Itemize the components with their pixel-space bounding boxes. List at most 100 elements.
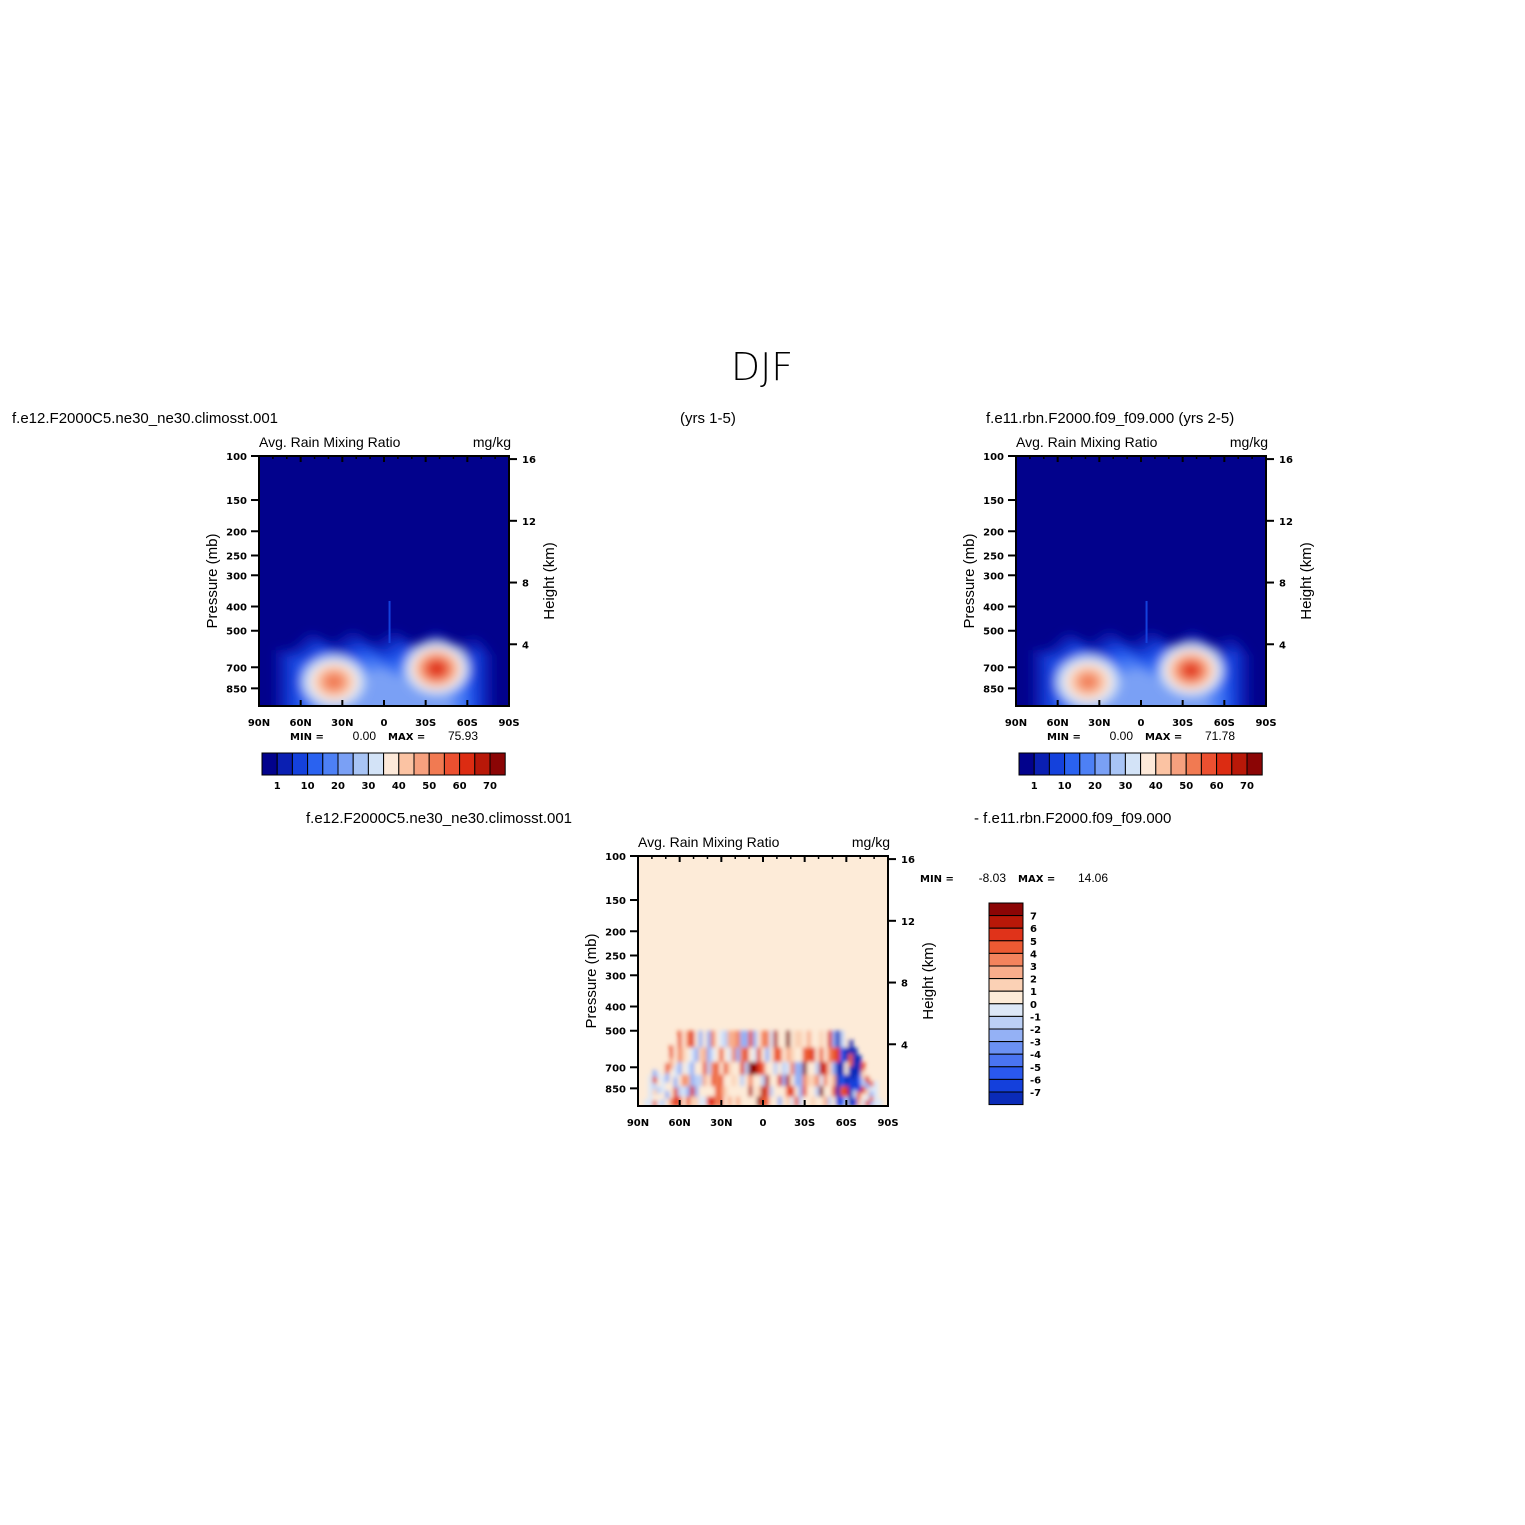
- difference-cell: [706, 1096, 712, 1106]
- difference-cell: [748, 1062, 754, 1076]
- difference-cell: [694, 1047, 699, 1063]
- difference-cell: [719, 1074, 724, 1087]
- control-max-label: MAX =: [1145, 732, 1182, 743]
- difference-cell: [765, 1096, 770, 1106]
- control-xtick-label: 90S: [1255, 718, 1276, 729]
- case-xtick-label: 30N: [331, 718, 353, 729]
- difference-cell: [823, 1062, 829, 1076]
- difference-ytick-label: 150: [605, 896, 626, 907]
- difference-cell: [835, 1086, 841, 1097]
- difference-cell: [648, 1091, 654, 1098]
- difference-cell: [665, 1082, 670, 1092]
- difference-colorbar-label: 3: [1030, 962, 1037, 973]
- case-colorbar-box: [307, 752, 324, 776]
- difference-cell: [869, 1096, 874, 1102]
- difference-cell: [769, 1086, 774, 1097]
- difference-cell: [665, 1073, 670, 1083]
- difference-cell: [815, 1047, 820, 1063]
- difference-cell: [690, 1086, 695, 1097]
- difference-shading: [644, 1030, 883, 1106]
- difference-cell: [669, 1058, 674, 1070]
- case-colorbar-box: [291, 752, 309, 776]
- difference-cell: [723, 1062, 729, 1076]
- case-colorbar-label: 50: [422, 781, 436, 792]
- difference-cell: [723, 1047, 729, 1063]
- case-min-label: MIN =: [290, 732, 324, 743]
- difference-cell: [806, 1030, 812, 1048]
- control-colorbar-box: [1185, 752, 1202, 776]
- difference-cell: [840, 1074, 845, 1087]
- difference-cell: [740, 1074, 745, 1087]
- difference-ytick-label: 250: [605, 951, 626, 962]
- difference-cell: [702, 1062, 708, 1076]
- difference-cell: [756, 1074, 762, 1087]
- difference-colorbar-label: 5: [1030, 937, 1037, 948]
- difference-cell: [740, 1030, 745, 1048]
- difference-cell: [694, 1074, 699, 1087]
- difference-cell: [873, 1094, 879, 1099]
- case-blob-0-level: [324, 673, 344, 690]
- difference-y2tick-label: 8: [901, 979, 908, 990]
- difference-cell: [690, 1047, 695, 1063]
- difference-cell: [656, 1093, 662, 1101]
- difference-cell: [865, 1095, 870, 1102]
- difference-xtick-label: 0: [760, 1118, 767, 1129]
- control-y2label: Height (km): [1298, 542, 1315, 620]
- difference-cell: [677, 1047, 683, 1063]
- difference-cell: [773, 1096, 779, 1106]
- control-ytick-label: 300: [983, 571, 1004, 582]
- difference-cell: [827, 1047, 833, 1063]
- difference-cell: [744, 1096, 749, 1106]
- difference-cell: [685, 1062, 691, 1076]
- difference-cell: [681, 1062, 687, 1076]
- difference-colorbar-box: [988, 1041, 1024, 1055]
- difference-cell: [794, 1086, 799, 1097]
- difference-min-label: MIN =: [920, 874, 954, 885]
- difference-cell: [827, 1074, 833, 1087]
- difference-cell: [744, 1062, 749, 1076]
- control-colorbar-label: 50: [1179, 781, 1193, 792]
- difference-cell: [694, 1096, 699, 1106]
- case-ytick-label: 400: [226, 603, 247, 614]
- control-ytick-label: 500: [983, 627, 1004, 638]
- difference-cell: [856, 1074, 862, 1085]
- difference-cell: [760, 1086, 766, 1097]
- control-colorbar-label: 70: [1240, 781, 1254, 792]
- difference-cell: [735, 1074, 741, 1087]
- difference-cell: [665, 1052, 670, 1064]
- difference-cell: [673, 1038, 679, 1054]
- difference-cell: [698, 1030, 704, 1048]
- case-ytick-label: 100: [226, 452, 247, 463]
- difference-cell: [831, 1096, 837, 1106]
- difference-ylabel: Pressure (mb): [583, 933, 600, 1028]
- case-colorbar-box: [489, 752, 506, 776]
- difference-cell: [748, 1047, 754, 1063]
- difference-cell: [723, 1074, 729, 1087]
- difference-xtick-label: 30N: [710, 1118, 732, 1129]
- difference-colorbar-box: [988, 1053, 1024, 1068]
- difference-cell: [848, 1088, 854, 1098]
- case-colorbar-box: [367, 752, 385, 776]
- difference-cell: [848, 1039, 854, 1055]
- difference-cell: [648, 1101, 654, 1106]
- control-colorbar-label: 60: [1210, 781, 1224, 792]
- difference-colorbar-label: 0: [1030, 1000, 1037, 1011]
- difference-cell: [823, 1047, 829, 1063]
- difference-cell: [731, 1074, 737, 1087]
- control-ytick-label: 850: [983, 684, 1004, 695]
- difference-cell: [727, 1030, 733, 1048]
- difference-cell: [802, 1074, 808, 1087]
- difference-cell: [773, 1030, 779, 1048]
- difference-cell: [673, 1077, 679, 1089]
- difference-xtick-label: 90S: [877, 1118, 898, 1129]
- difference-colorbar-box: [988, 990, 1024, 1005]
- case-colorbar-label: 60: [453, 781, 467, 792]
- difference-colorbar-label: 4: [1030, 949, 1037, 960]
- case-ytick-label: 850: [226, 684, 247, 695]
- difference-cell: [865, 1089, 870, 1096]
- difference-cell: [752, 1096, 758, 1106]
- difference-cell: [669, 1098, 674, 1106]
- difference-cell: [835, 1096, 841, 1106]
- difference-max-label: MAX =: [1018, 874, 1055, 885]
- difference-cell: [831, 1074, 837, 1087]
